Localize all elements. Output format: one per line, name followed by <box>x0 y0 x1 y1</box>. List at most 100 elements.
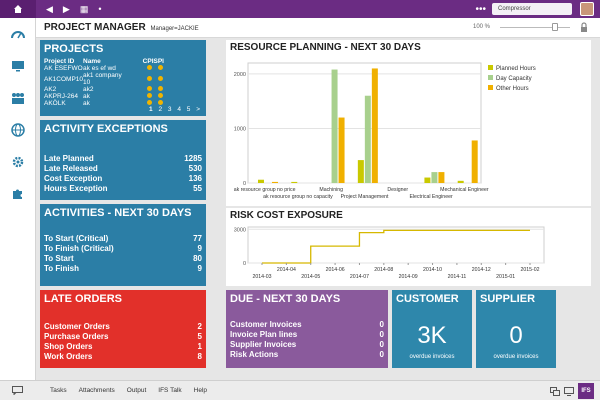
table-row[interactable]: AKPRJ-264 ak <box>44 93 164 100</box>
bottom-tab-attachments[interactable]: Attachments <box>78 387 115 394</box>
item-value: 80 <box>193 254 202 263</box>
list-item[interactable]: To Start (Critical) 77 <box>40 234 206 244</box>
risk-cost-tile[interactable]: RISK COST EXPOSURE 0 3000 2014-03 2014-04 20… <box>226 208 591 286</box>
bar <box>438 172 445 183</box>
sidebar-item-monitor[interactable] <box>0 50 36 82</box>
bottom-tab-help[interactable]: Help <box>193 387 208 394</box>
projects-table: Project ID Name CPI SPI AK ESEFWO ak es … <box>44 58 164 107</box>
item-label: To Finish <box>44 264 79 273</box>
sidebar-item-settings[interactable] <box>0 146 36 178</box>
list-item[interactable]: Purchase Orders 5 <box>40 332 206 342</box>
list-item[interactable]: Shop Orders 1 <box>40 342 206 352</box>
due-tile[interactable]: DUE - NEXT 30 DAYS Customer Invoices 0 In… <box>226 290 388 368</box>
windows-icon[interactable] <box>550 386 560 396</box>
search-input[interactable]: Compressor <box>492 3 572 15</box>
table-row[interactable]: AK2 ak2 <box>44 86 164 93</box>
item-value: 0 <box>379 330 384 339</box>
item-value: 5 <box>197 332 202 341</box>
spi-indicator <box>154 65 164 72</box>
item-value: 9 <box>197 264 202 273</box>
list-item[interactable]: To Start 80 <box>40 254 206 264</box>
projects-tile[interactable]: PROJECTS Project ID Name CPI SPI AK ESEF… <box>40 40 206 116</box>
list-item[interactable]: To Finish 9 <box>40 264 206 274</box>
list-item[interactable]: Late Planned 1285 <box>40 154 206 164</box>
bar <box>457 180 464 183</box>
bar <box>331 69 338 183</box>
page-link[interactable]: 3 <box>167 106 172 113</box>
lock-icon[interactable] <box>580 22 588 33</box>
column-header: Project ID <box>44 58 75 65</box>
grid-icon[interactable]: ▦ <box>79 3 89 14</box>
bar <box>371 68 378 183</box>
activity-exceptions-tile[interactable]: ACTIVITY EXCEPTIONS Late Planned 1285 Lat… <box>40 120 206 200</box>
item-label: Hours Exception <box>44 184 108 193</box>
table-row[interactable]: AK ESEFWO ak es ef wd <box>44 65 164 72</box>
sidebar-item-puzzle[interactable] <box>0 178 36 210</box>
item-label: Invoice Plan lines <box>230 330 298 339</box>
item-label: Customer Invoices <box>230 320 302 329</box>
cpi-indicator <box>123 72 154 86</box>
next-page-button[interactable]: > <box>196 106 200 113</box>
back-icon[interactable]: ◀ <box>46 3 53 14</box>
bar <box>424 177 431 183</box>
list-item[interactable]: Supplier Invoices 0 <box>226 340 388 350</box>
list-item[interactable]: Late Released 530 <box>40 164 206 174</box>
zoom-slider[interactable] <box>500 23 570 31</box>
bottom-tab-output[interactable]: Output <box>126 387 147 394</box>
project-name: ak <box>83 93 90 100</box>
list-item[interactable]: Risk Actions 0 <box>226 350 388 360</box>
supplier-tile[interactable]: SUPPLIER 0 overdue invoices <box>476 290 556 368</box>
x-tick-label: 2014-12 <box>472 267 491 273</box>
avatar[interactable] <box>580 2 594 16</box>
customer-tile[interactable]: CUSTOMER 3K overdue invoices <box>392 290 472 368</box>
cpi-indicator <box>123 100 154 107</box>
table-row[interactable]: AK1COMP10 ak1 company 10 <box>44 72 164 86</box>
zoom-slider-handle[interactable] <box>552 23 558 31</box>
list-item[interactable]: Customer Invoices 0 <box>226 320 388 330</box>
dot-icon[interactable]: • <box>98 4 102 14</box>
bottom-tab-tasks[interactable]: Tasks <box>50 387 67 394</box>
item-label: To Start <box>44 254 74 263</box>
sidebar-item-people[interactable] <box>0 82 36 114</box>
page-link[interactable]: 5 <box>186 106 191 113</box>
home-button[interactable] <box>0 0 36 18</box>
forward-icon[interactable]: ▶ <box>62 3 70 14</box>
more-button[interactable]: ••• <box>475 3 486 15</box>
customer-sub: overdue invoices <box>409 354 455 360</box>
list-item[interactable]: Cost Exception 136 <box>40 174 206 184</box>
x-tick-label: Designer <box>387 187 408 193</box>
item-label: Late Planned <box>44 154 94 163</box>
activities-tile[interactable]: ACTIVITIES - NEXT 30 DAYS To Start (Crit… <box>40 204 206 286</box>
item-value: 0 <box>379 320 384 329</box>
gear-icon <box>12 156 24 168</box>
list-item[interactable]: To Finish (Critical) 9 <box>40 244 206 254</box>
list-item[interactable]: Customer Orders 2 <box>40 322 206 332</box>
item-label: Work Orders <box>44 352 93 361</box>
list-item[interactable]: Hours Exception 55 <box>40 184 206 194</box>
legend-swatch <box>488 65 493 70</box>
page-link[interactable]: 1 <box>149 106 153 113</box>
screen-icon[interactable] <box>564 386 574 396</box>
plot-area <box>247 226 545 264</box>
bottom-nav: Tasks Attachments Output IFS Talk Help <box>50 387 207 394</box>
table-row[interactable]: AKÖLK ak <box>44 100 164 107</box>
sidebar-item-dashboard[interactable] <box>0 18 36 50</box>
bar <box>271 181 278 183</box>
supplier-title: SUPPLIER <box>480 293 536 305</box>
top-bar: ◀ ▶ ▦ • ••• Compressor <box>0 0 600 18</box>
page-link[interactable]: 2 <box>158 106 163 113</box>
chat-icon[interactable] <box>12 386 23 395</box>
sidebar-item-globe[interactable] <box>0 114 36 146</box>
page-link[interactable]: 4 <box>177 106 181 113</box>
bar <box>338 117 345 183</box>
resource-planning-tile[interactable]: RESOURCE PLANNING - NEXT 30 DAYS 0 1000 20… <box>226 40 591 206</box>
x-tick-label: 2015-02 <box>520 267 539 273</box>
list-item[interactable]: Invoice Plan lines 0 <box>226 330 388 340</box>
list-item[interactable]: Work Orders 8 <box>40 352 206 362</box>
activity-exceptions-title: ACTIVITY EXCEPTIONS <box>44 123 168 135</box>
bottom-bar: Tasks Attachments Output IFS Talk Help I… <box>0 380 600 400</box>
customer-title: CUSTOMER <box>396 293 459 305</box>
late-orders-tile[interactable]: LATE ORDERS Customer Orders 2 Purchase Or… <box>40 290 206 368</box>
bottom-tab-ifs-talk[interactable]: IFS Talk <box>158 387 182 394</box>
